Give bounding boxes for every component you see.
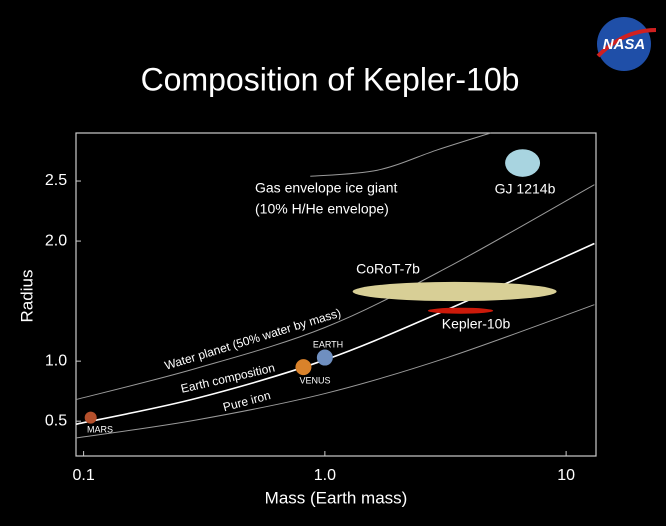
planet-label: MARS (87, 424, 113, 434)
planet-label: CoRoT-7b (356, 261, 420, 277)
y-tick-label: 2.0 (45, 232, 67, 249)
planet-label: EARTH (313, 339, 343, 349)
x-axis-label: Mass (Earth mass) (265, 488, 408, 507)
chart-title: Composition of Kepler-10b (141, 61, 520, 97)
plot-frame (75, 132, 597, 457)
curve (75, 184, 595, 401)
planet-label: VENUS (299, 375, 330, 385)
planet-ellipse (505, 149, 541, 177)
y-tick-label: 1.0 (45, 352, 67, 369)
logo-swoosh (596, 28, 657, 58)
curve (75, 304, 595, 439)
logo: NASA (596, 17, 657, 71)
y-axis-label: Radius (17, 270, 36, 323)
planet-ellipse (427, 307, 494, 314)
curve-label: Gas envelope ice giant (255, 180, 398, 196)
logo-text: NASA (603, 36, 646, 53)
curve-note: (10% H/He envelope) (255, 201, 389, 217)
x-tick-label: 10 (557, 467, 575, 484)
planet-dot (84, 411, 97, 424)
x-tick-label: 1.0 (314, 467, 336, 484)
planet-ellipse (352, 281, 557, 302)
curve (310, 132, 491, 177)
planet-label: GJ 1214b (495, 181, 556, 197)
y-tick-label: 2.5 (45, 172, 67, 189)
x-tick-label: 0.1 (72, 467, 94, 484)
planet-dot (316, 349, 333, 366)
planet-dot (295, 359, 312, 376)
y-tick-label: 0.5 (45, 412, 67, 429)
planet-label: Kepler-10b (442, 316, 511, 332)
